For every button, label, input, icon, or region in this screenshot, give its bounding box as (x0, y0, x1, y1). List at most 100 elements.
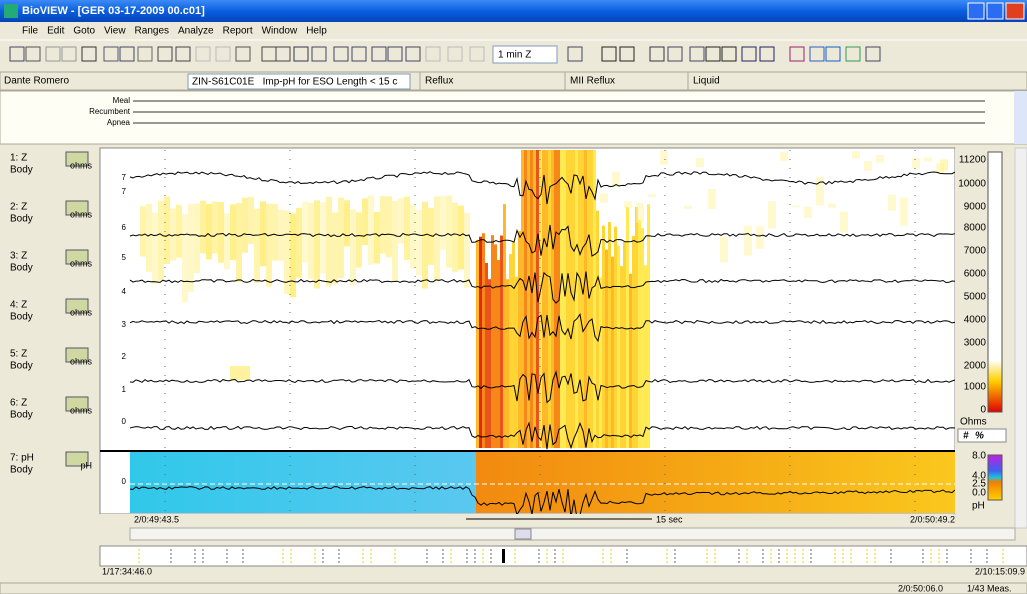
toolbar-button[interactable] (9, 46, 25, 62)
scale-buttons[interactable] (957, 428, 1007, 443)
heat-cell (356, 212, 362, 268)
menu-item[interactable]: View (104, 26, 126, 37)
toolbar-button[interactable] (275, 46, 291, 62)
toolbar-button[interactable] (567, 46, 583, 62)
toolbar-button[interactable] (235, 46, 251, 62)
toolbar-button[interactable] (825, 46, 841, 62)
heat-cell (626, 206, 629, 448)
heat-cell (623, 242, 626, 448)
scroll-thumb[interactable] (514, 528, 532, 540)
menu-item[interactable]: File (22, 26, 39, 37)
toolbar (9, 46, 881, 62)
heat-cell (428, 207, 434, 265)
overview-cursor (502, 549, 505, 563)
toolbar-button[interactable] (469, 46, 485, 62)
toolbar-button[interactable] (649, 46, 665, 62)
toolbar-button[interactable] (311, 46, 327, 62)
channel-icon[interactable] (65, 451, 89, 467)
toolbar-button[interactable] (371, 46, 387, 62)
vertical-scrollbar[interactable] (1014, 147, 1027, 529)
channel-icon[interactable] (65, 396, 89, 412)
impedance-color-scale (987, 151, 1003, 413)
heat-cell (614, 226, 617, 448)
heat-cell (362, 198, 368, 246)
toolbar-button[interactable] (25, 46, 41, 62)
toolbar-button[interactable] (721, 46, 737, 62)
toolbar-button[interactable] (705, 46, 721, 62)
heat-cell (284, 210, 290, 294)
toolbar-button[interactable] (741, 46, 757, 62)
offset-label: 5 (122, 253, 127, 262)
overview-start: 1/17:34:46.0 (102, 566, 152, 576)
channel-icon[interactable] (65, 249, 89, 265)
scale-tick: 9000 (964, 202, 987, 213)
heat-cell (624, 201, 632, 208)
channel-site: Body (10, 465, 33, 476)
toolbar-button[interactable] (351, 46, 367, 62)
trace (129, 370, 956, 404)
heat-cell (230, 366, 250, 380)
close-button[interactable] (1005, 2, 1025, 20)
horizontal-scrollbar[interactable] (129, 527, 1016, 541)
toolbar-button[interactable] (119, 46, 135, 62)
zoom-combo[interactable] (492, 45, 558, 64)
event-label: Recumbent (89, 107, 131, 116)
channel-name: 1: Z (10, 153, 27, 164)
channel-name: 6: Z (10, 398, 27, 409)
heat-cell (503, 204, 506, 448)
toolbar-button[interactable] (195, 46, 211, 62)
scale-button[interactable]: # (963, 431, 969, 442)
toolbar-button[interactable] (81, 46, 97, 62)
channel-icon[interactable] (65, 298, 89, 314)
menu-item[interactable]: Goto (73, 26, 95, 37)
toolbar-button[interactable] (759, 46, 775, 62)
toolbar-button[interactable] (293, 46, 309, 62)
toolbar-button[interactable] (789, 46, 805, 62)
toolbar-button[interactable] (157, 46, 173, 62)
toolbar-button[interactable] (447, 46, 463, 62)
menu-item[interactable]: Report (223, 26, 253, 37)
channel-site: Body (10, 263, 33, 274)
toolbar-button[interactable] (425, 46, 441, 62)
heat-cell (608, 222, 611, 448)
toolbar-button[interactable] (405, 46, 421, 62)
channel-icon[interactable] (65, 347, 89, 363)
minimize-button[interactable] (967, 2, 985, 20)
menu-item[interactable]: Analyze (178, 26, 214, 37)
offset-label: 3 (122, 320, 127, 329)
toolbar-button[interactable] (45, 46, 61, 62)
toolbar-button[interactable] (667, 46, 683, 62)
toolbar-button[interactable] (865, 46, 881, 62)
menu-item[interactable]: Ranges (135, 26, 169, 37)
heat-cell (629, 273, 632, 448)
menu-item[interactable]: Help (306, 26, 327, 37)
time-axis (100, 514, 955, 527)
menu-item[interactable]: Edit (47, 26, 64, 37)
channel-icon[interactable] (65, 151, 89, 167)
toolbar-button[interactable] (809, 46, 825, 62)
toolbar-button[interactable] (261, 46, 277, 62)
toolbar-button[interactable] (103, 46, 119, 62)
toolbar-button[interactable] (387, 46, 403, 62)
heat-cell (530, 150, 533, 448)
toolbar-button[interactable] (689, 46, 705, 62)
toolbar-button[interactable] (845, 46, 861, 62)
toolbar-button[interactable] (333, 46, 349, 62)
channel-site: Body (10, 312, 33, 323)
heat-cell (392, 200, 398, 282)
heat-cell (554, 150, 557, 448)
toolbar-button[interactable] (137, 46, 153, 62)
toolbar-button[interactable] (61, 46, 77, 62)
protocol-dropdown[interactable] (187, 73, 411, 90)
menu-item[interactable]: Window (262, 26, 298, 37)
channel-name: 5: Z (10, 349, 27, 360)
maximize-button[interactable] (986, 2, 1004, 20)
toolbar-button[interactable] (175, 46, 191, 62)
event-scrollbar[interactable] (1014, 91, 1027, 144)
toolbar-button[interactable] (215, 46, 231, 62)
scale-button[interactable]: % (975, 431, 984, 442)
channel-icon[interactable] (65, 200, 89, 216)
scale-tick: 8000 (964, 223, 987, 234)
toolbar-button[interactable] (619, 46, 635, 62)
toolbar-button[interactable] (601, 46, 617, 62)
